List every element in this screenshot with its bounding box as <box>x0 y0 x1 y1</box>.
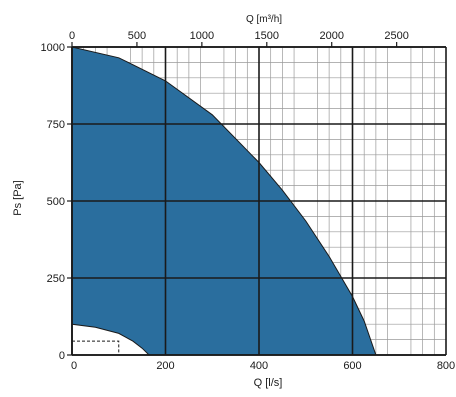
y-tick-label: 750 <box>47 119 65 131</box>
y-tick-label: 0 <box>59 350 65 362</box>
x-tick-label: 400 <box>250 360 268 372</box>
top-tick-label: 0 <box>69 30 75 42</box>
y-tick-label: 500 <box>47 196 65 208</box>
x-axis-label: Q [l/s] <box>254 377 283 389</box>
top-tick-label: 1500 <box>255 30 279 42</box>
tick-labels: 0 200 400 600 800 0 250 500 750 1000 0 500 1000 1500 2… <box>41 30 456 372</box>
top-tick-label: 1000 <box>190 30 214 42</box>
top-tick-label: 2500 <box>384 30 408 42</box>
chart-title: Q [m³/h] <box>246 14 282 25</box>
minimum-curve-area <box>71 323 151 356</box>
y-axis-label: Ps [Pa] <box>12 180 24 215</box>
x-tick-label: 600 <box>343 360 361 372</box>
top-tick-label: 2000 <box>319 30 343 42</box>
x-tick-label: 200 <box>156 360 174 372</box>
x-tick-label: 0 <box>71 360 77 372</box>
y-tick-label: 250 <box>47 273 65 285</box>
axes <box>67 42 446 356</box>
y-tick-label: 1000 <box>41 42 65 54</box>
top-tick-label: 500 <box>128 30 146 42</box>
x-tick-label: 800 <box>437 360 455 372</box>
